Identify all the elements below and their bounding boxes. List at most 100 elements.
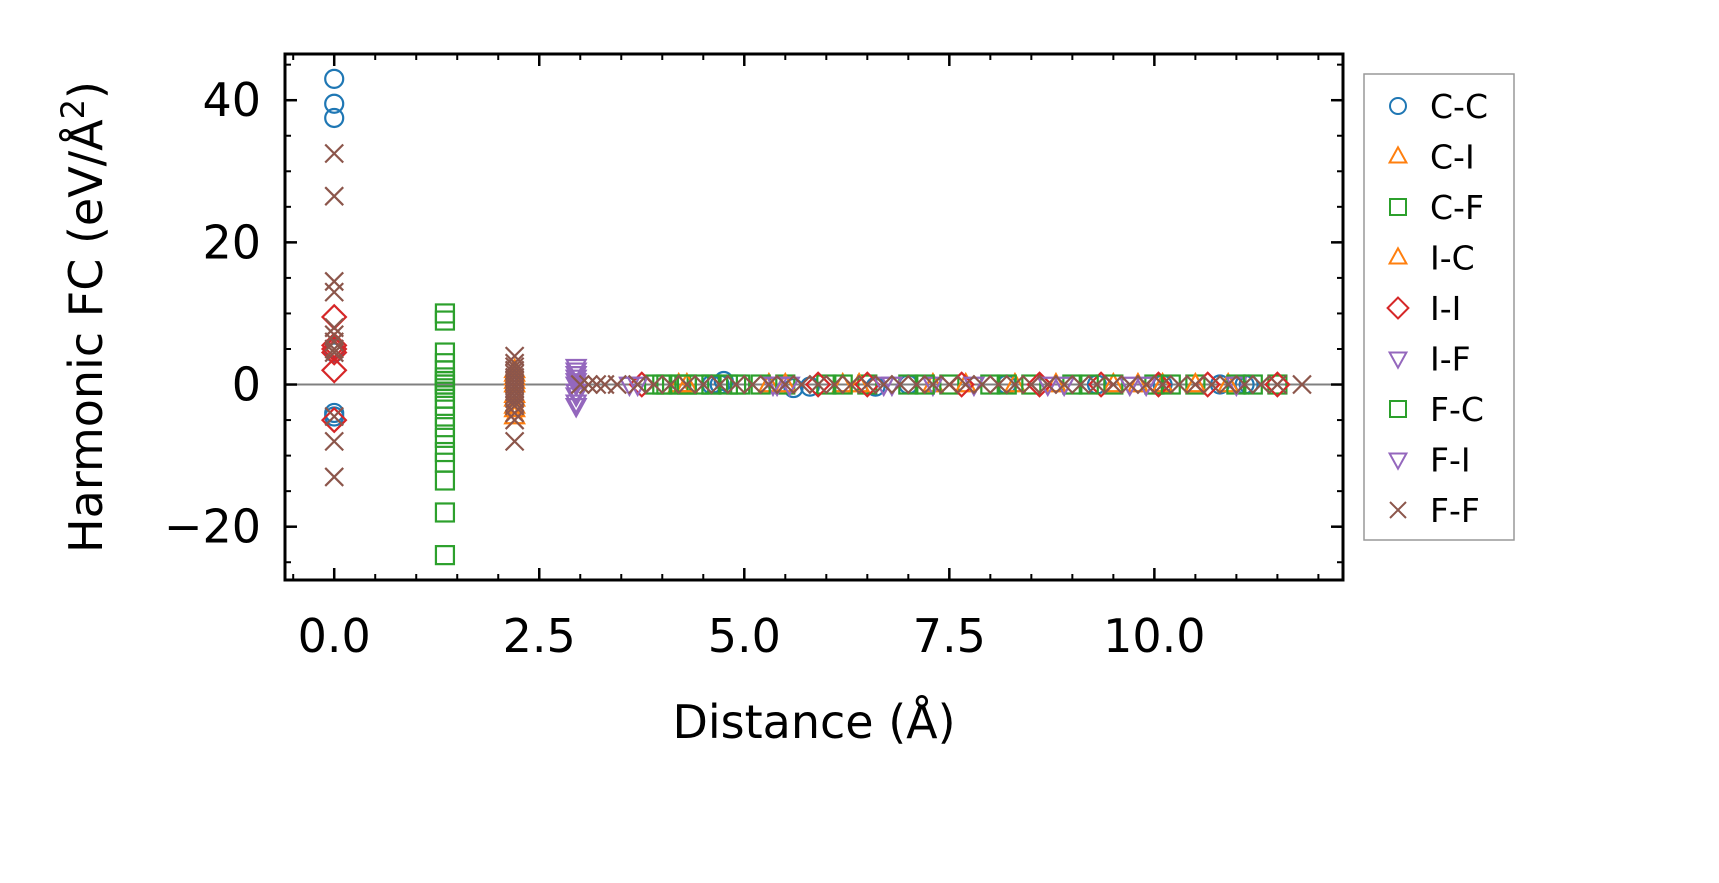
data-point-c-f — [1021, 374, 1042, 395]
data-point-f-c — [725, 374, 747, 395]
legend-label-f-c: F-C — [1430, 390, 1484, 429]
data-point-f-f — [1218, 374, 1238, 395]
data-point-f-f — [1185, 374, 1206, 395]
data-point-f-i — [626, 376, 649, 398]
data-point-f-f — [1021, 374, 1042, 395]
data-point-f-f — [324, 282, 344, 302]
data-point-f-f — [504, 388, 525, 409]
legend-marker-c-i — [1387, 145, 1409, 164]
data-point-c-f — [434, 427, 456, 448]
data-point-f-f — [1292, 374, 1312, 395]
data-point-f-f — [586, 374, 607, 395]
data-point-f-f — [742, 374, 763, 395]
data-point-f-f — [1202, 374, 1222, 395]
data-point-i-f — [564, 369, 588, 391]
data-point-f-f — [1070, 374, 1091, 395]
data-point-f-i — [564, 358, 588, 380]
data-point-f-f — [677, 374, 697, 395]
data-point-i-c — [1184, 371, 1207, 393]
data-point-f-f — [1169, 374, 1189, 395]
data-point-f-f — [955, 374, 976, 395]
data-point-f-f — [1136, 374, 1156, 395]
data-point-f-f — [808, 374, 828, 395]
data-point-i-f — [564, 362, 588, 383]
data-point-c-f — [434, 342, 456, 363]
data-point-c-c — [324, 68, 345, 89]
data-point-c-f — [857, 374, 878, 395]
data-point-f-f — [627, 374, 648, 395]
data-point-f-f — [824, 374, 845, 395]
data-point-f-f — [1087, 374, 1107, 395]
ticks-layer — [285, 54, 1343, 580]
legend-marker-f-f — [1389, 501, 1407, 519]
data-point-f-f — [709, 374, 730, 395]
y-tick-label: 20 — [202, 215, 261, 269]
data-point-c-f — [689, 374, 710, 395]
data-point-f-c — [676, 374, 697, 395]
data-point-c-i — [1102, 371, 1125, 393]
data-point-i-i — [1026, 371, 1053, 398]
legend-marker-c-c — [1389, 97, 1407, 115]
data-point-c-f — [939, 374, 960, 395]
data-point-f-f — [324, 186, 344, 206]
data-point-i-c — [675, 371, 699, 393]
data-point-f-f — [1037, 374, 1058, 395]
x-tick-label: 0.0 — [298, 609, 371, 663]
data-point-c-c — [324, 93, 345, 114]
x-axis-label: Distance (Å) — [672, 695, 955, 749]
data-point-f-f — [726, 374, 746, 395]
data-point-f-f — [504, 431, 525, 452]
data-point-i-f — [564, 398, 588, 419]
data-point-f-f — [324, 143, 344, 164]
plot-frame — [283, 52, 1345, 582]
data-point-f-f — [1054, 374, 1074, 395]
data-point-f-f — [841, 374, 861, 395]
y-axis-label-close: ) — [59, 81, 113, 99]
tick-labels-layer: 0.0 2.5 5.0 7.5 10.0 −20 0 20 40 — [164, 73, 1206, 663]
data-point-i-f — [1036, 376, 1060, 398]
series-layer — [320, 68, 1312, 566]
legend-label-i-f: I-F — [1430, 340, 1471, 379]
legend-label-c-c: C-C — [1430, 87, 1488, 126]
y-axis-label-superscript: 2 — [54, 99, 92, 119]
data-point-f-f — [988, 374, 1009, 395]
legend-marker-f-i — [1387, 452, 1409, 471]
data-point-f-f — [791, 374, 812, 395]
legend-label-f-f: F-F — [1430, 491, 1480, 530]
data-point-f-f — [1152, 374, 1173, 395]
data-point-f-f — [1251, 374, 1271, 395]
data-point-f-f — [972, 374, 992, 395]
data-point-f-f — [607, 374, 627, 395]
legend-label-i-i: I-I — [1430, 289, 1461, 328]
data-point-c-c — [324, 107, 345, 129]
data-point-f-f — [1005, 374, 1025, 395]
data-point-i-i — [1264, 371, 1291, 398]
legend-marker-i-f — [1387, 351, 1409, 370]
data-point-i-i — [804, 371, 832, 398]
data-point-c-f — [434, 545, 456, 566]
data-point-c-f — [434, 417, 456, 438]
x-tick-label: 7.5 — [913, 609, 986, 663]
data-point-f-f — [890, 374, 910, 395]
data-point-f-f — [906, 374, 927, 395]
y-tick-label: 40 — [202, 73, 261, 127]
legend-marker-i-i — [1386, 296, 1410, 320]
data-point-f-i — [1052, 376, 1076, 398]
data-point-f-f — [324, 406, 344, 427]
data-point-i-f — [1118, 376, 1142, 398]
data-point-c-f — [434, 303, 456, 324]
data-point-i-i — [320, 357, 348, 384]
data-point-i-i — [320, 406, 348, 434]
data-point-c-f — [1267, 374, 1288, 395]
data-point-f-f — [1267, 374, 1288, 395]
data-point-f-f — [1234, 374, 1255, 395]
legend-label-i-c: I-C — [1430, 239, 1475, 278]
data-point-f-i — [1134, 376, 1158, 398]
data-point-f-f — [504, 410, 525, 430]
data-point-f-f — [939, 374, 960, 395]
data-point-f-f — [324, 431, 344, 452]
data-point-f-f — [857, 374, 878, 395]
y-axis-label: Harmonic FC (eV/Å2) — [54, 81, 113, 553]
data-point-f-f — [660, 374, 681, 395]
